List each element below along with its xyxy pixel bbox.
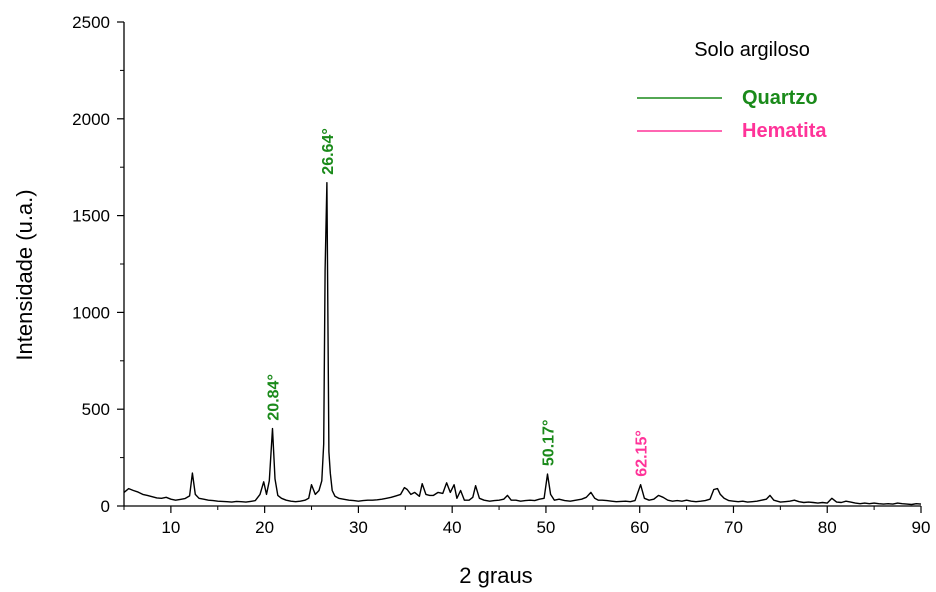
x-tick-label: 70	[724, 518, 743, 537]
x-tick-label: 20	[255, 518, 274, 537]
y-tick-label: 500	[82, 400, 110, 419]
y-tick-label: 2000	[72, 110, 110, 129]
y-tick-label: 2500	[72, 13, 110, 32]
legend-entry-label: Quartzo	[742, 87, 818, 109]
y-axis-title: Intensidade (u.a.)	[12, 189, 37, 360]
legend-entry-label: Hematita	[742, 120, 827, 142]
y-tick-label: 1000	[72, 303, 110, 322]
x-tick-label: 30	[349, 518, 368, 537]
annotations: 20.84° 26.64° 50.17° 62.15°	[266, 128, 651, 476]
peak-label: 20.84°	[266, 374, 283, 420]
x-tick-label: 40	[443, 518, 462, 537]
legend: Solo argiloso Quartzo Hematita	[637, 39, 827, 142]
y-tick-label: 1500	[72, 207, 110, 226]
legend-title: Solo argiloso	[694, 39, 810, 61]
peak-label: 50.17°	[541, 420, 558, 466]
ticks: 10 20 30 40 50 60 70 80 90 0 500 1000 1500 2000 2500	[72, 13, 930, 537]
y-tick-label: 0	[101, 497, 110, 516]
xrd-pattern-line	[123, 181, 922, 506]
x-tick-label: 80	[818, 518, 837, 537]
series-layer	[123, 181, 922, 506]
x-tick-label: 90	[912, 518, 931, 537]
peak-label: 62.15°	[634, 430, 651, 476]
x-tick-label: 50	[536, 518, 555, 537]
x-axis-title: 2 graus	[459, 563, 532, 588]
x-tick-label: 10	[161, 518, 180, 537]
x-tick-label: 60	[630, 518, 649, 537]
peak-label: 26.64°	[320, 128, 337, 174]
